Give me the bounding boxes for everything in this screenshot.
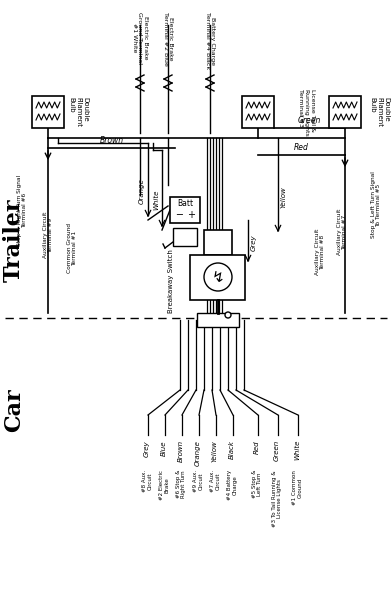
Text: Grey: Grey (251, 234, 257, 251)
Text: Green: Green (274, 440, 280, 461)
Text: Electric Brake
Terminal #2 Blue: Electric Brake Terminal #2 Blue (163, 12, 173, 66)
Text: Breakaway Switch: Breakaway Switch (168, 249, 174, 313)
Text: Yellow: Yellow (281, 187, 287, 208)
Text: Brown: Brown (178, 440, 184, 462)
Text: #2 Electric
Brake: #2 Electric Brake (159, 470, 169, 500)
Bar (242, 96, 274, 128)
Text: Auxiliary Circuit
Terminal #8: Auxiliary Circuit Terminal #8 (315, 229, 325, 275)
Bar (329, 96, 361, 128)
Text: #4 Battery
Charge: #4 Battery Charge (227, 470, 238, 500)
Text: ↯: ↯ (212, 270, 224, 285)
Text: Car: Car (3, 388, 25, 432)
Text: Common Ground
Terminal #1: Common Ground Terminal #1 (67, 223, 77, 273)
Text: White: White (153, 190, 159, 210)
Text: Batt: Batt (177, 199, 193, 208)
Text: #8 Aux.
Circuit: #8 Aux. Circuit (142, 470, 152, 492)
Bar (204, 230, 232, 255)
Text: Red: Red (294, 143, 309, 152)
Text: #5 Stop &
Left Turn: #5 Stop & Left Turn (252, 470, 262, 498)
Text: Stop & Left Turn Signal
To Terminal #5: Stop & Left Turn Signal To Terminal #5 (370, 172, 381, 238)
Bar (191, 255, 245, 300)
Text: Battery Charge
Terminal #4 Black: Battery Charge Terminal #4 Black (205, 12, 215, 69)
Text: Trailer: Trailer (3, 198, 25, 282)
Text: ─: ─ (176, 210, 182, 220)
Text: Electric Brake
Ground Terminal
#1 White: Electric Brake Ground Terminal #1 White (132, 12, 148, 64)
Text: Red: Red (254, 440, 260, 454)
Text: Blue: Blue (161, 440, 167, 456)
Text: License Tail &
Running Lights
Terminal #3: License Tail & Running Lights Terminal #… (298, 88, 315, 135)
Text: Black: Black (229, 440, 235, 459)
Text: #3 To Tail Running &
License Lights: #3 To Tail Running & License Lights (272, 470, 282, 527)
Bar (173, 228, 197, 246)
Circle shape (204, 263, 232, 291)
Text: Green: Green (298, 116, 321, 125)
Text: +: + (187, 210, 195, 220)
Text: Stop & Right Turn Signal
Terminal #6: Stop & Right Turn Signal Terminal #6 (16, 175, 27, 246)
Text: Orange: Orange (195, 440, 201, 466)
Text: Grey: Grey (144, 440, 150, 457)
Text: Auxiliary Circuit
Terminal #7: Auxiliary Circuit Terminal #7 (337, 209, 347, 255)
Text: Double
Filament
Bulb: Double Filament Bulb (68, 97, 88, 127)
Text: #7 Aux.
Circuit: #7 Aux. Circuit (210, 470, 220, 492)
Text: #1 Common
Ground: #1 Common Ground (292, 470, 302, 505)
Text: #9 Aux.
Circuit: #9 Aux. Circuit (192, 470, 203, 492)
Text: Double
Filament
Bulb: Double Filament Bulb (369, 97, 389, 127)
Text: Brown: Brown (100, 136, 123, 145)
Circle shape (225, 312, 231, 318)
Bar (170, 197, 200, 223)
Text: Yellow: Yellow (212, 440, 218, 462)
Text: #6 Stop &
Right Turn: #6 Stop & Right Turn (176, 470, 187, 498)
Text: Orange: Orange (139, 178, 145, 204)
Bar (197, 313, 239, 327)
Bar (32, 96, 64, 128)
Text: Auxiliary Circuit
Terminal #9: Auxiliary Circuit Terminal #9 (43, 212, 53, 258)
Text: White: White (294, 440, 300, 461)
